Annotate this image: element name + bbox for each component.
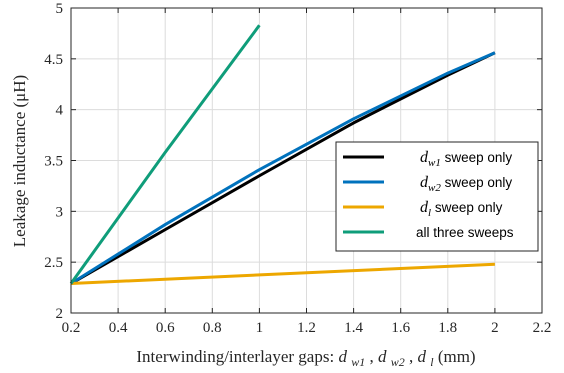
y-tick-label: 4.5 xyxy=(44,52,63,68)
x-axis-title-var-3: d xyxy=(417,347,426,366)
x-tick-label: 0.2 xyxy=(62,320,81,336)
x-axis-title-sub-3: l xyxy=(430,355,434,369)
y-axis-title: Leakage inductance (μH) xyxy=(10,75,29,247)
x-tick-label: 1.6 xyxy=(391,320,410,336)
x-axis-title-sub-2: w2 xyxy=(391,355,405,369)
x-tick-label: 2.2 xyxy=(533,320,552,336)
x-tick-label: 2 xyxy=(491,320,499,336)
x-tick-label: 0.6 xyxy=(156,320,175,336)
y-tick-label: 4 xyxy=(56,103,64,119)
y-tick-label: 3.5 xyxy=(44,154,63,170)
series-line-3 xyxy=(71,264,495,283)
y-tick-label: 2.5 xyxy=(44,255,63,271)
x-tick-label: 1 xyxy=(256,320,264,336)
x-axis-title-suffix: (mm) xyxy=(438,347,476,366)
x-axis-title-sep-2: , xyxy=(409,347,418,366)
legend-label-sub: w2 xyxy=(428,182,441,194)
x-tick-label: 0.4 xyxy=(109,320,128,336)
y-tick-label: 5 xyxy=(56,1,64,17)
legend-label-sub: w1 xyxy=(428,157,441,169)
x-tick-label: 0.8 xyxy=(203,320,222,336)
x-tick-label: 1.4 xyxy=(344,320,363,336)
x-axis-title-var-1: d xyxy=(338,347,347,366)
legend-label: all three sweeps xyxy=(416,225,514,240)
x-axis-title: Interwinding/interlayer gaps: d w1 , d w… xyxy=(136,347,475,370)
x-tick-label: 1.2 xyxy=(297,320,316,336)
x-axis-title-var-2: d xyxy=(378,347,387,366)
x-tick-label: 1.8 xyxy=(438,320,457,336)
y-tick-label: 2 xyxy=(56,306,64,322)
x-axis-title-prefix: Interwinding/interlayer gaps: xyxy=(136,347,338,366)
legend-label-rest: sweep only xyxy=(441,150,513,165)
y-tick-label: 3 xyxy=(56,204,64,220)
x-axis-title-sub-1: w1 xyxy=(351,355,365,369)
legend-label-rest: sweep only xyxy=(441,175,513,190)
x-axis-title-sep-1: , xyxy=(369,347,378,366)
legend-label-rest: sweep only xyxy=(431,200,503,215)
